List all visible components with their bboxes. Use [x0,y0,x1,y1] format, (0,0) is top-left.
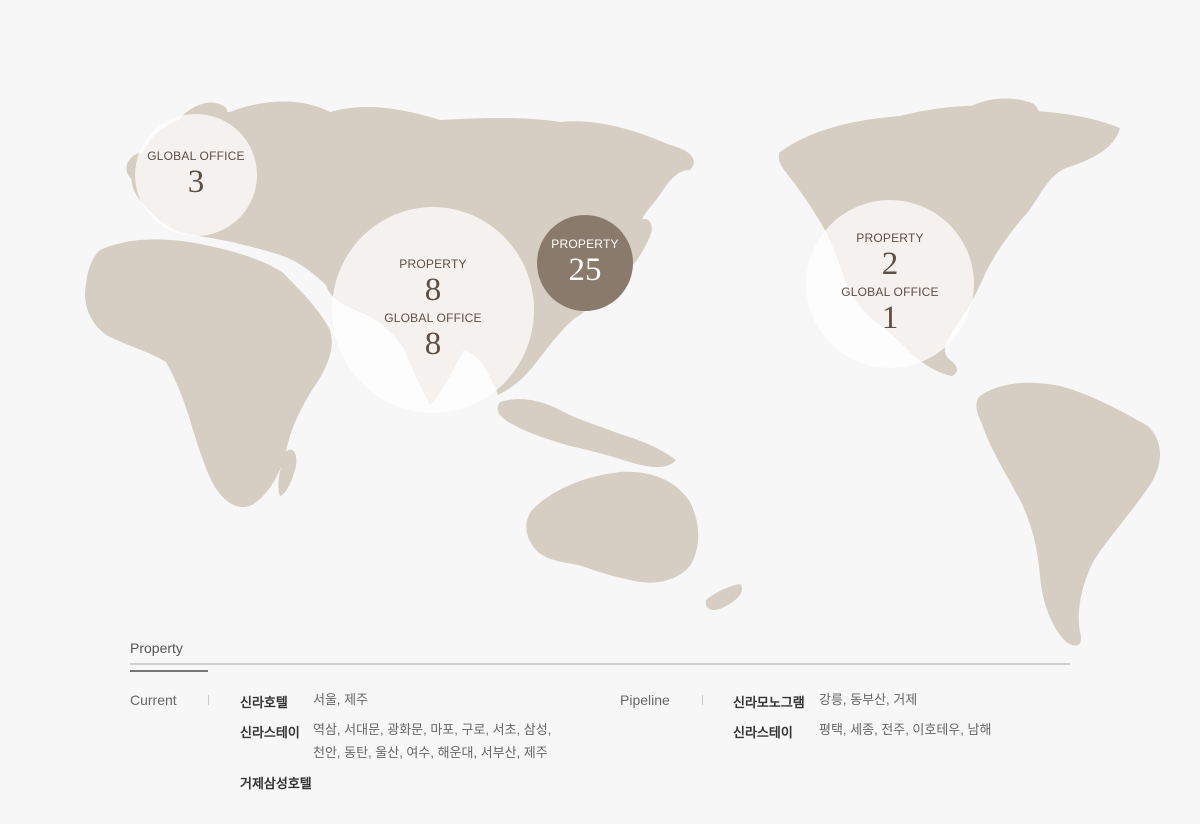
city-line: 천안, 동탄, 울산, 여수, 해운대, 서부산, 제주 [313,745,548,760]
city-line: 서울, 제주 [313,692,369,707]
city-line: 역삼, 서대문, 광화문, 마포, 구로, 서초, 삼성, [313,722,552,737]
bubble-korea[interactable]: PROPERTY 25 [537,215,633,311]
city-list: 역삼, 서대문, 광화문, 마포, 구로, 서초, 삼성, 천안, 동탄, 울산… [313,718,551,764]
city-list: 평택, 세종, 전주, 이호테우, 남해 [819,718,991,741]
continent-australia [526,471,699,583]
bubble-label: PROPERTY [399,257,467,271]
southeast-asia [497,399,676,467]
brand-name: 신라스테이 [733,725,793,740]
bubble-america[interactable]: PROPERTY 2 GLOBAL OFFICE 1 [806,200,974,368]
brand-name: 신라모노그램 [733,695,805,710]
bubble-value: 1 [881,300,899,336]
legend-title: Property [130,640,1070,665]
bubble-label: GLOBAL OFFICE [841,285,939,299]
bubble-value: 25 [568,252,602,288]
city-line: 강릉, 동부산, 거제 [819,692,918,707]
world-map [84,98,1161,646]
brand-name: 신라호텔 [240,695,288,710]
bubble-label: GLOBAL OFFICE [147,149,245,163]
divider [702,695,703,705]
greenland [958,98,1040,143]
continent-south-america [976,382,1161,646]
bubble-value: 8 [424,326,442,362]
bubble-label: PROPERTY [856,231,924,245]
pipeline-heading: Pipeline [620,692,670,708]
bubble-asia[interactable]: PROPERTY 8 GLOBAL OFFICE 8 [332,207,534,413]
bubble-value: 2 [881,246,899,282]
brand-name: 거제삼성호텔 [240,776,312,791]
brand-name: 신라스테이 [240,725,300,740]
current-heading: Current [130,692,177,708]
bubble-value: 3 [187,164,205,200]
bubble-europe[interactable]: GLOBAL OFFICE 3 [135,114,257,236]
new-zealand [705,584,743,610]
bubble-value: 8 [424,272,442,308]
property-legend: Property Current 신라호텔 서울, 제주 신라스테이 역삼, 서… [130,640,1070,791]
city-list: 강릉, 동부산, 거제 [819,688,917,711]
city-list: 서울, 제주 [313,688,368,711]
legend-title-underline [130,670,208,672]
divider [208,695,209,705]
bubble-label: PROPERTY [551,237,619,251]
continent-africa [84,239,332,508]
bubble-label: GLOBAL OFFICE [384,311,482,325]
madagascar [278,449,297,496]
city-line: 평택, 세종, 전주, 이호테우, 남해 [819,722,992,737]
